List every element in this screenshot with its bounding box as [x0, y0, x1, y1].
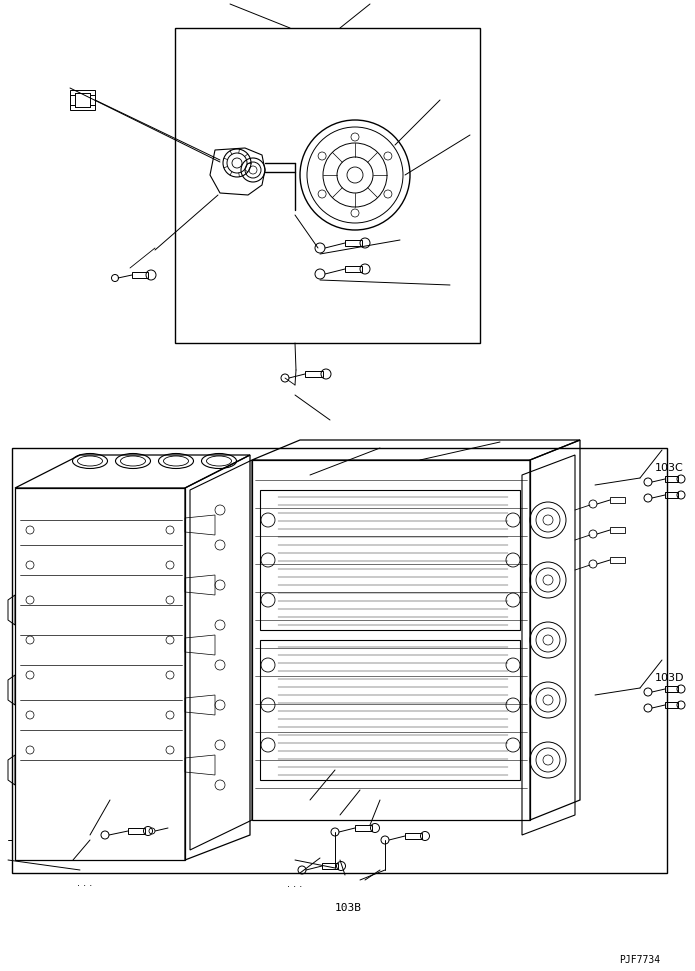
- Bar: [175, 28, 480, 343]
- Text: · · ·: · · ·: [287, 882, 302, 892]
- Text: 103C: 103C: [655, 463, 684, 473]
- Bar: [12, 448, 667, 873]
- Text: PJF7734: PJF7734: [619, 955, 660, 965]
- Text: · · ·: · · ·: [77, 881, 92, 891]
- Text: 103D: 103D: [655, 673, 685, 683]
- Text: 103B: 103B: [334, 903, 361, 913]
